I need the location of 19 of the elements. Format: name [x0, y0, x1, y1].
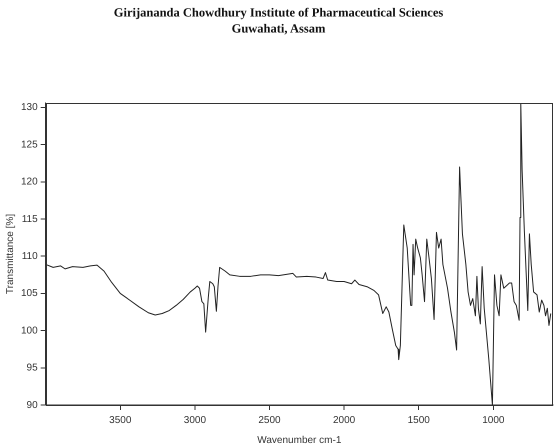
- y-tick-label: 110: [22, 250, 38, 262]
- y-tick-label: 105: [20, 288, 38, 300]
- y-tick-label: 100: [20, 325, 38, 336]
- chart-title: Girijananda Chowdhury Institute of Pharmaceutical Sciences: [114, 6, 444, 20]
- x-axis-title: Wavenumber cm-1: [257, 434, 342, 446]
- y-tick-label: 115: [22, 214, 38, 225]
- x-tick-label: 1500: [408, 414, 430, 426]
- y-tick-label: 125: [20, 139, 38, 150]
- y-tick-label: 120: [20, 176, 38, 188]
- x-tick-label: 3000: [184, 414, 206, 426]
- y-tick-label: 90: [26, 400, 38, 411]
- chart-subtitle: Guwahati, Assam: [232, 22, 326, 36]
- x-tick-label: 3500: [109, 414, 132, 426]
- y-axis-title: Transmittance [%]: [4, 214, 16, 294]
- x-tick-label: 2500: [258, 414, 282, 426]
- x-tick-label: 2000: [332, 414, 356, 426]
- y-tick-label: 95: [26, 362, 38, 374]
- x-tick-label: 1000: [482, 414, 505, 426]
- y-tick-label: 130: [20, 102, 38, 114]
